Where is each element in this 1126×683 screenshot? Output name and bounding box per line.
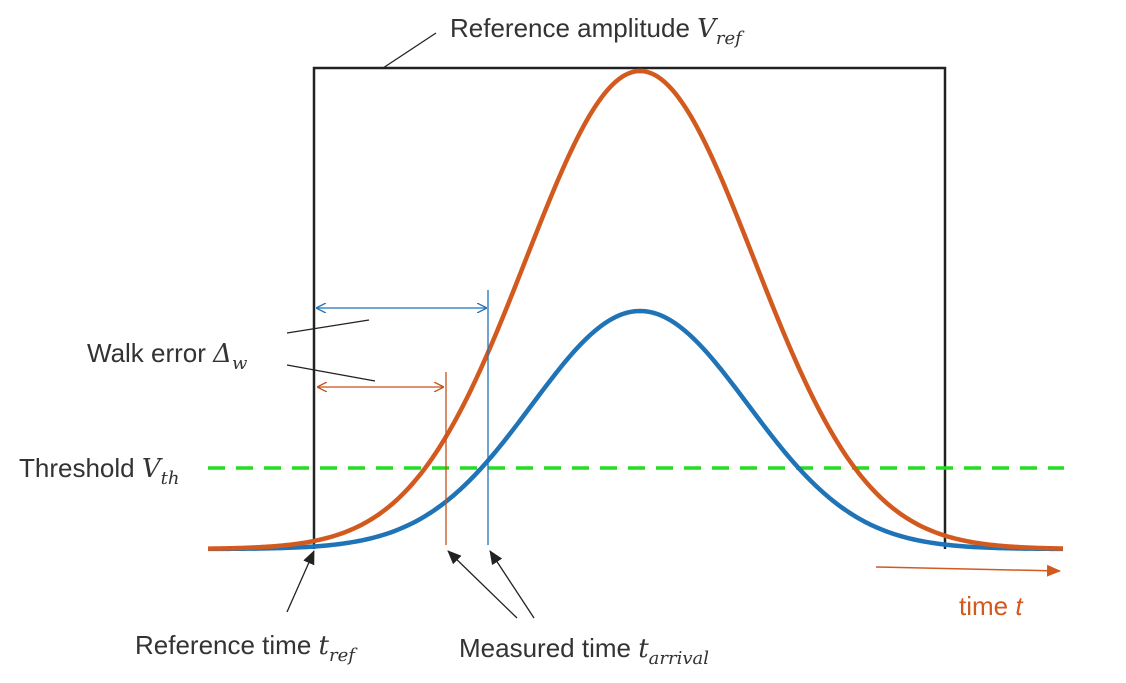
walk-error-leader-upper: [286, 319, 370, 334]
reference-time-pointer-arrow: [286, 550, 315, 613]
reference-amplitude-leader: [382, 32, 437, 69]
time-axis-arrow: [875, 564, 1061, 577]
large-pulse-curve: [207, 68, 1064, 551]
measured-time-pointer-arrow-large: [447, 550, 518, 619]
walk-error-label: Walk error Δw: [87, 338, 248, 374]
reference-time-label: Reference time tref: [135, 630, 358, 666]
reference-amplitude-label: Reference amplitude Vref: [450, 13, 745, 49]
walk-error-leader-lower: [286, 364, 376, 382]
measured-time-label: Measured time tarrival: [459, 633, 709, 669]
small-pulse-curve: [207, 308, 1064, 552]
threshold-label: Threshold Vth: [19, 453, 179, 489]
measured-time-pointer-arrow-small: [489, 550, 535, 619]
reference-amplitude-box: [312, 66, 947, 549]
time-axis-label: time t: [959, 591, 1024, 621]
